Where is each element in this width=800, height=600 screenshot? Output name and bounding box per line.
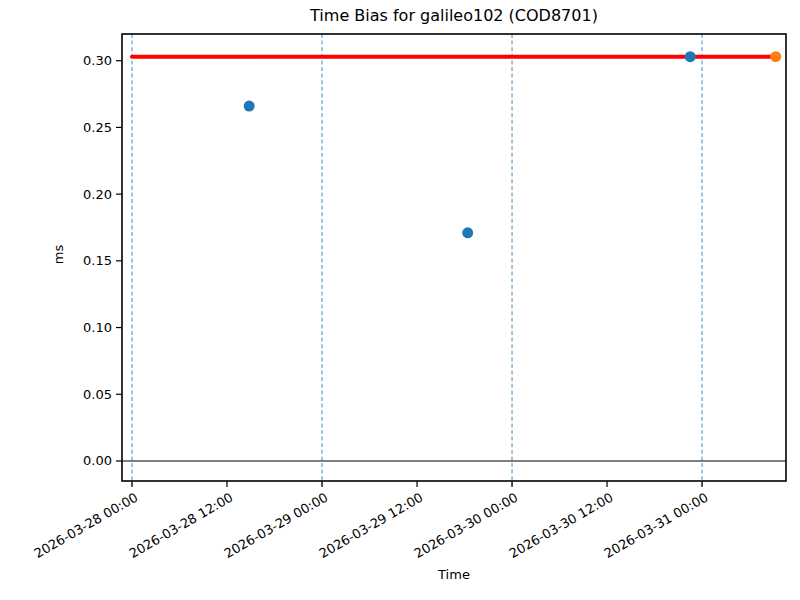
data-point bbox=[770, 51, 781, 62]
x-tick-label: 2026-03-30 00:00 bbox=[412, 490, 521, 562]
chart-title: Time Bias for galileo102 (COD8701) bbox=[122, 6, 786, 25]
y-axis-label: ms bbox=[51, 233, 66, 277]
data-point bbox=[462, 227, 473, 238]
y-tick-label: 0.15 bbox=[83, 253, 112, 268]
y-tick-label: 0.25 bbox=[83, 120, 112, 135]
y-tick-label: 0.00 bbox=[83, 453, 112, 468]
plot-area: 2026-03-28 00:002026-03-28 12:002026-03-… bbox=[0, 0, 800, 600]
data-point bbox=[244, 101, 255, 112]
y-tick-label: 0.10 bbox=[83, 320, 112, 335]
y-tick-label: 0.05 bbox=[83, 387, 112, 402]
y-tick-label: 0.30 bbox=[83, 53, 112, 68]
axes-frame bbox=[122, 34, 786, 481]
x-tick-label: 2026-03-28 12:00 bbox=[127, 490, 236, 562]
figure: 2026-03-28 00:002026-03-28 12:002026-03-… bbox=[0, 0, 800, 600]
x-axis-label: Time bbox=[122, 567, 786, 582]
x-tick-label: 2026-03-31 00:00 bbox=[602, 490, 711, 562]
data-point bbox=[685, 51, 696, 62]
y-tick-label: 0.20 bbox=[83, 187, 112, 202]
x-tick-label: 2026-03-28 00:00 bbox=[32, 490, 141, 562]
x-tick-label: 2026-03-29 12:00 bbox=[317, 490, 426, 562]
x-tick-label: 2026-03-30 12:00 bbox=[507, 490, 616, 562]
x-tick-label: 2026-03-29 00:00 bbox=[222, 490, 331, 562]
